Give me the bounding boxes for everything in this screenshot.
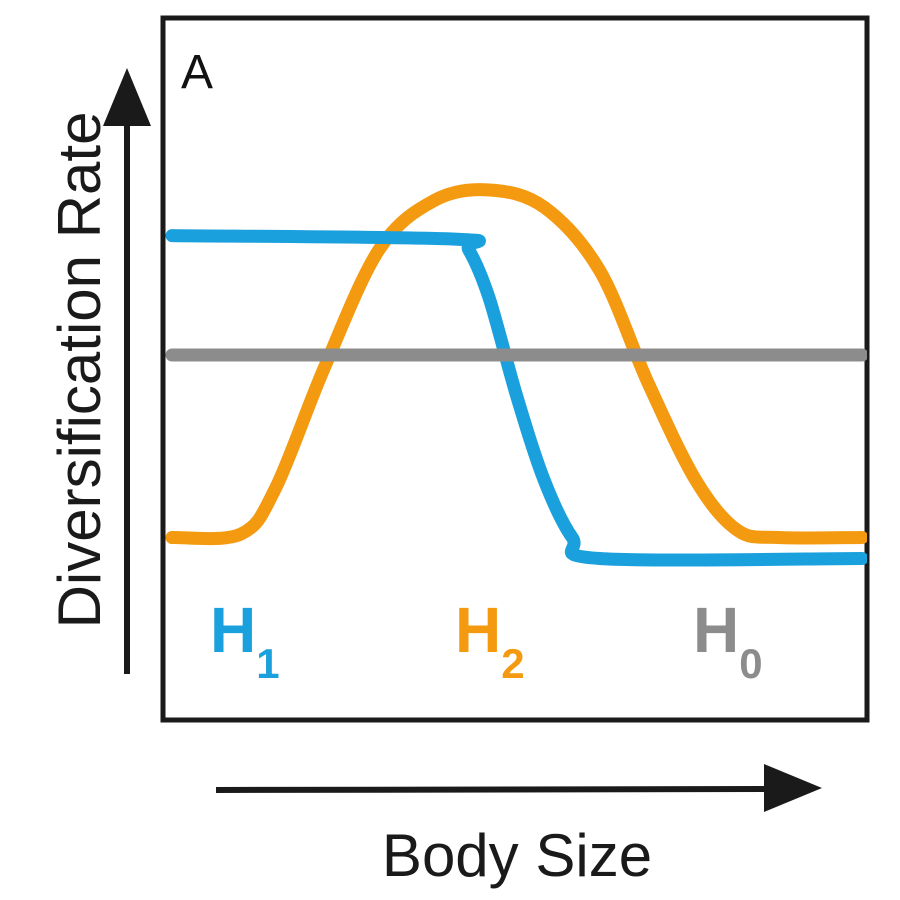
series-layer [165,183,867,567]
series-label-h0-sub: 0 [739,640,762,687]
series-label-h1-sub: 1 [256,640,279,687]
plot-frame [160,15,870,723]
x-axis-arrow-line [215,786,776,793]
x-axis-arrowhead [764,764,822,812]
series-line-h2 [165,183,867,546]
series-label-h0: H0 [693,594,763,687]
series-label-h0-main: H [693,594,739,666]
series-label-h1-main: H [210,594,256,666]
x-axis-title: Body Size [382,822,652,889]
y-axis-arrowhead [103,68,151,126]
series-line-h1 [165,229,867,567]
series-label-h2: H2 [455,594,525,687]
panel-label: A [181,46,213,99]
series-label-h2-sub: 2 [501,640,524,687]
series-label-h2-main: H [455,594,501,666]
y-axis-title: Diversification Rate [46,112,113,629]
series-label-h1: H1 [210,594,280,687]
